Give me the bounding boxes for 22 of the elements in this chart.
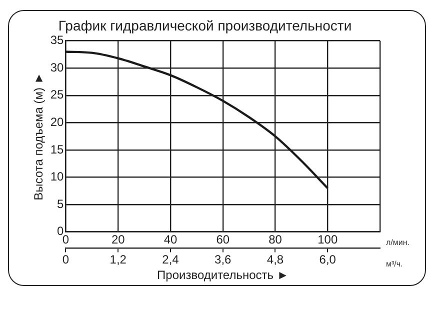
x2-tick-label: 3,6 [214,252,232,267]
text: л/мин. [386,238,410,248]
y-tick-label: 25 [50,88,64,102]
chart-title: График гидравлической производительности [58,17,352,34]
x-tick-label: 100 [318,232,338,246]
y-tick-label: 10 [50,170,64,184]
y-tick-label: 35 [50,33,64,48]
x-tick-label: 60 [216,232,230,246]
x2-tick-label: 6,0 [319,252,336,267]
x2-tick-label: 4,8 [266,252,284,267]
y-axis-title: Высота подъема (м) ► [32,72,46,200]
x2-tick-label: 2,4 [162,252,180,267]
x-axis-title: Производительность ► [157,268,289,282]
x2-tick-label: 1,2 [110,252,127,267]
y-tick-label: 5 [57,196,64,211]
x-tick-label: 40 [164,232,178,246]
x-tick-label: 20 [111,232,126,246]
y-tick-label: 15 [50,142,64,156]
x-tick-label: 80 [268,232,282,246]
text: м³/ч. [386,259,403,268]
y-tick-label: 20 [50,114,64,129]
y-tick-label: 30 [50,60,64,74]
